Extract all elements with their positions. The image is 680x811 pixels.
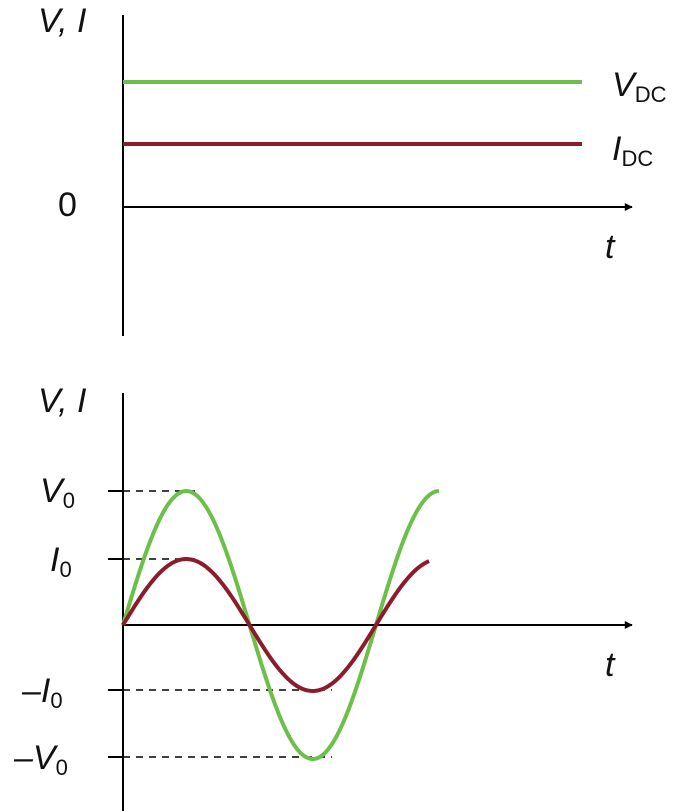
ticks — [108, 490, 123, 758]
axis-label: V, I — [38, 382, 87, 420]
current-wave — [121, 557, 430, 694]
dc-panel: V, I VDC IDC 0 t — [38, 2, 667, 336]
neg-i0-label: –I0 — [21, 672, 63, 713]
zero-label: 0 — [58, 186, 77, 224]
i-dc-label: IDC — [612, 130, 653, 171]
dashes — [123, 490, 332, 758]
t-label: t — [605, 646, 616, 684]
axis-label: V, I — [38, 2, 87, 40]
voltage-wave — [121, 488, 440, 762]
v0-label: V0 — [40, 472, 75, 513]
v-dc-label: VDC — [612, 66, 667, 107]
t-label: t — [605, 228, 616, 266]
neg-v0-label: –V0 — [13, 739, 68, 780]
ac-panel: V, I V0 I0 –I0 –V0 t — [13, 382, 633, 811]
i0-label: I0 — [50, 541, 72, 582]
